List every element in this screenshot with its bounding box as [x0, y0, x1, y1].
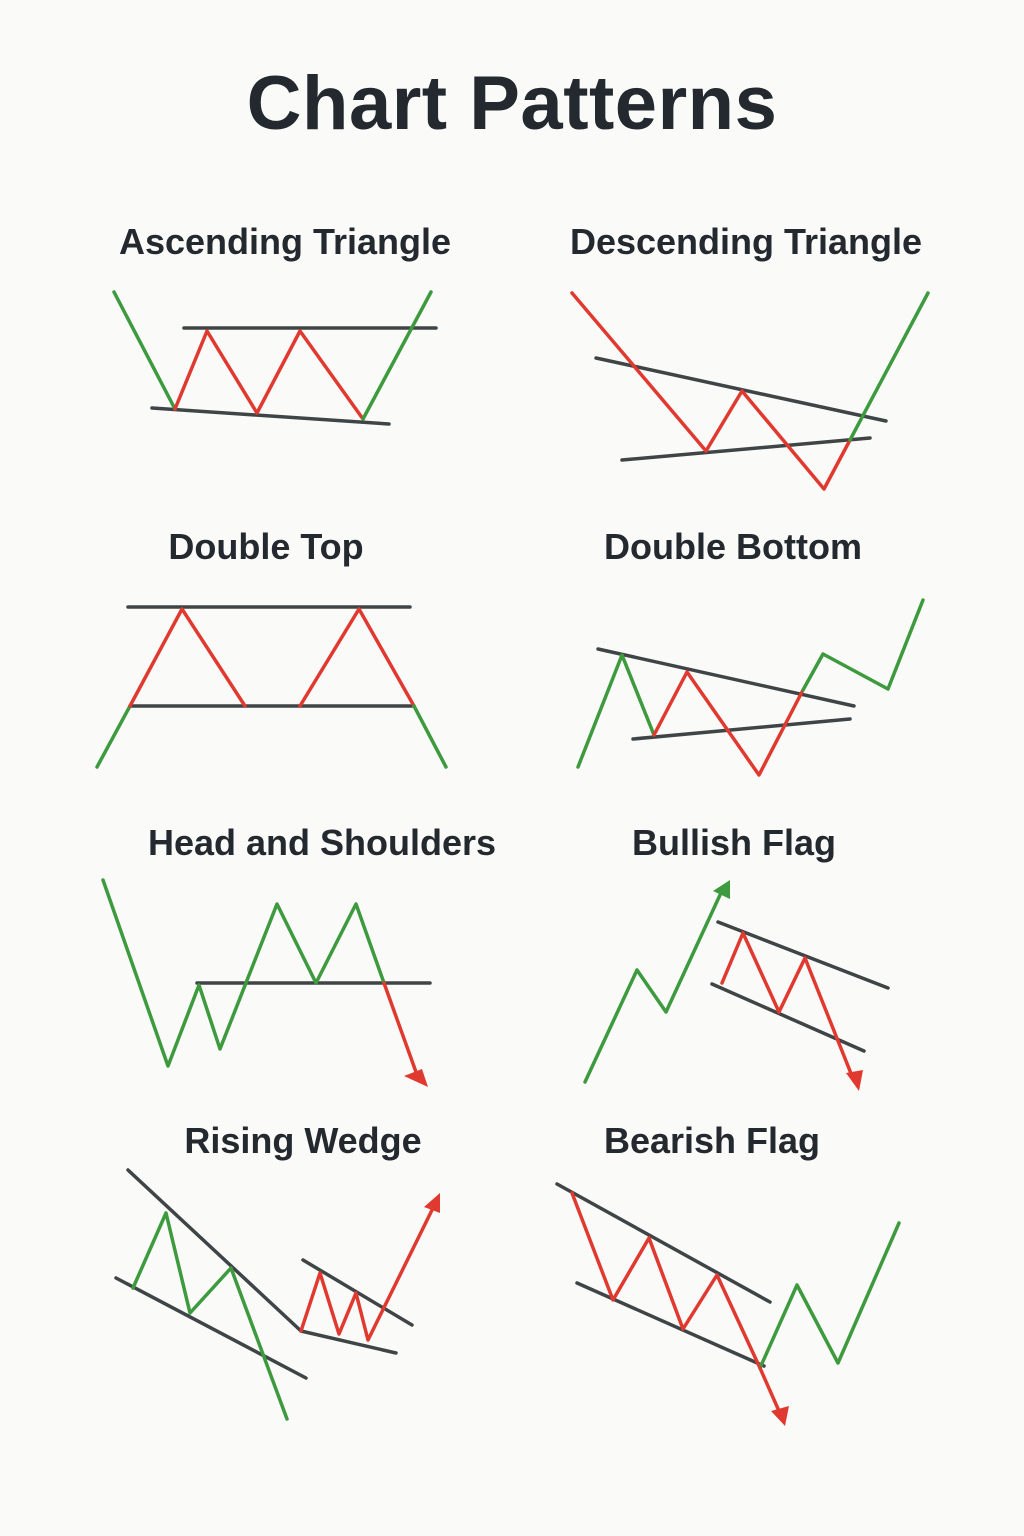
- upper-trendline: [596, 647, 856, 708]
- lower-flag-line: [575, 1281, 766, 1368]
- down-arrow-icon: [404, 1069, 428, 1087]
- breakout-path: [361, 290, 433, 421]
- ascending-triangle-diagram: [112, 290, 438, 426]
- rising-wedge-diagram: [114, 1168, 440, 1421]
- price-path-down: [173, 329, 365, 421]
- breakout-path: [801, 598, 925, 692]
- breakdown-path: [382, 981, 418, 1074]
- bullish-flag-diagram: [583, 880, 890, 1091]
- down-arrow-icon: [846, 1070, 863, 1091]
- second-top: [298, 607, 416, 708]
- upper-flag-line: [716, 920, 890, 990]
- down-arrow-icon: [771, 1406, 789, 1426]
- head-and-shoulders-diagram: [101, 878, 432, 1087]
- breakout-path: [299, 1206, 435, 1342]
- first-top: [128, 607, 247, 708]
- breakout-path: [848, 291, 930, 442]
- label-rising-wedge: Rising Wedge: [184, 1120, 422, 1161]
- double-top-diagram: [95, 605, 448, 769]
- descending-triangle-diagram: [570, 291, 930, 491]
- up-arrow-icon: [713, 880, 730, 899]
- price-path-up: [95, 704, 132, 769]
- flag-path: [570, 1191, 762, 1370]
- double-bottom-diagram: [576, 598, 925, 777]
- label-head-and-shoulders: Head and Shoulders: [147, 822, 497, 863]
- small-lower-line: [299, 1329, 398, 1355]
- label-bearish-flag: Bearish Flag: [603, 1120, 821, 1161]
- label-double-top: Double Top: [168, 526, 364, 567]
- lower-trendline: [631, 717, 852, 741]
- recovery-path: [758, 1221, 901, 1370]
- upper-wedge-line: [126, 1168, 303, 1333]
- flagpole-path: [583, 893, 722, 1084]
- label-double-bottom: Double Bottom: [604, 526, 862, 567]
- label-descending-triangle: Descending Triangle: [569, 221, 923, 262]
- lower-trendline: [620, 436, 872, 462]
- price-path-down: [570, 291, 852, 491]
- label-ascending-triangle: Ascending Triangle: [118, 221, 452, 262]
- flag-path: [720, 931, 854, 1078]
- price-path-up: [112, 290, 177, 411]
- upper-flag-line: [555, 1182, 772, 1304]
- upper-trendline: [594, 356, 888, 423]
- label-bullish-flag: Bullish Flag: [631, 822, 837, 863]
- price-path-down: [652, 670, 805, 777]
- price-path-end: [412, 704, 448, 769]
- price-path: [101, 878, 386, 1068]
- up-arrow-icon: [424, 1193, 440, 1213]
- price-path: [131, 1211, 289, 1421]
- support-line: [150, 406, 391, 426]
- breakdown-path: [758, 1366, 781, 1413]
- price-path-up: [576, 653, 656, 769]
- page-title: Chart Patterns: [246, 61, 778, 146]
- bearish-flag-diagram: [555, 1182, 901, 1426]
- lower-wedge-line: [114, 1276, 308, 1380]
